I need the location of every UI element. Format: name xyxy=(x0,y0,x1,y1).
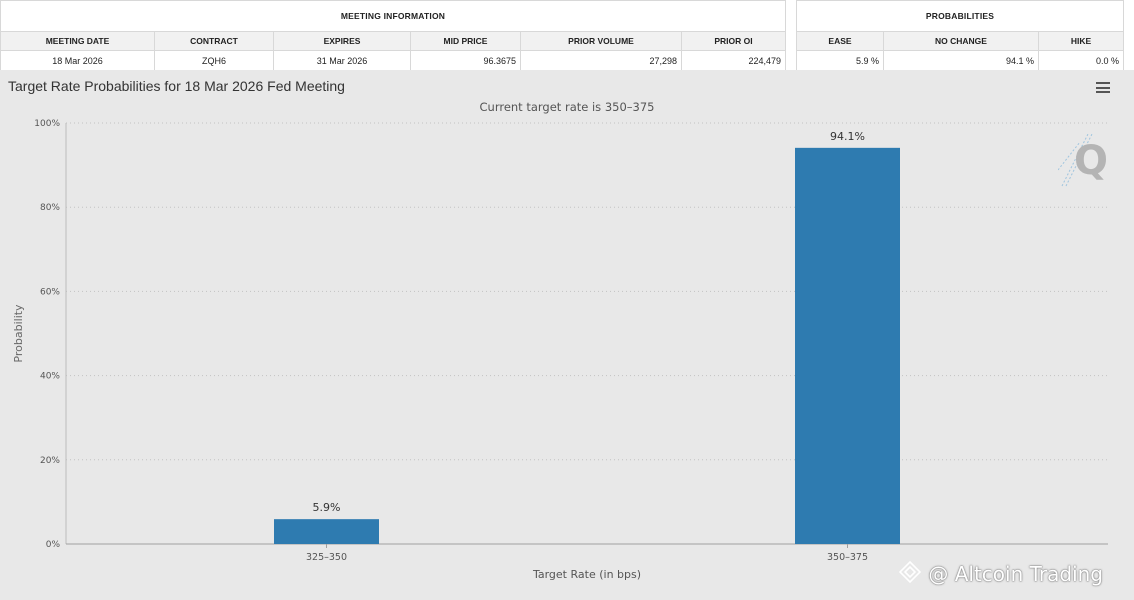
value-hike: 0.0 % xyxy=(1038,50,1124,71)
y-tick-label: 0% xyxy=(46,540,61,550)
value-prior-oi: 224,479 xyxy=(681,50,786,71)
value-mid-price: 96.3675 xyxy=(410,50,521,71)
svg-text:Q: Q xyxy=(1074,138,1108,184)
probabilities-table: PROBABILITIES EASE NO CHANGE HIKE 5.9 % … xyxy=(796,0,1124,71)
y-axis-title: Probability xyxy=(12,304,25,363)
value-ease: 5.9 % xyxy=(796,50,884,71)
meeting-information-table: MEETING INFORMATION MEETING DATE CONTRAC… xyxy=(0,0,786,71)
bar-325-350 xyxy=(274,519,379,544)
q-logo-icon: Q xyxy=(1058,133,1108,187)
value-expires: 31 Mar 2026 xyxy=(273,50,411,71)
y-tick-label: 40% xyxy=(40,372,60,382)
hamburger-menu-icon[interactable] xyxy=(1096,82,1110,93)
data-label: 94.1% xyxy=(830,130,865,143)
header-contract: CONTRACT xyxy=(154,31,274,51)
probabilities-title: PROBABILITIES xyxy=(796,0,1124,32)
header-prior-volume: PRIOR VOLUME xyxy=(520,31,682,51)
header-meeting-date: MEETING DATE xyxy=(0,31,155,51)
bar-350-375 xyxy=(795,147,900,544)
data-label: 5.9% xyxy=(313,501,341,514)
watermark-text: @ Altcoin Trading xyxy=(928,562,1103,586)
header-prior-oi: PRIOR OI xyxy=(681,31,786,51)
y-tick-label: 60% xyxy=(40,287,60,297)
y-tick-label: 100% xyxy=(34,119,60,129)
value-meeting-date: 18 Mar 2026 xyxy=(0,50,155,71)
chart-subtitle: Current target rate is 350–375 xyxy=(479,100,655,114)
header-ease: EASE xyxy=(796,31,884,51)
header-expires: EXPIRES xyxy=(273,31,411,51)
y-tick-label: 80% xyxy=(40,203,60,213)
bar-chart: 0% 20% 40% 60% 80% 100% 5.9% 325–350 94.1% 350–37… xyxy=(12,119,1108,581)
header-mid-price: MID PRICE xyxy=(410,31,521,51)
value-prior-volume: 27,298 xyxy=(520,50,682,71)
header-no-change: NO CHANGE xyxy=(883,31,1039,51)
altcoin-trading-watermark: @ Altcoin Trading xyxy=(898,560,1103,586)
chart-panel: 0% 20% 40% 60% 80% 100% 5.9% 325–350 94.1% 350–37… xyxy=(0,70,1134,600)
binance-diamond-icon xyxy=(898,560,922,584)
header-hike: HIKE xyxy=(1038,31,1124,51)
x-tick-label: 350–375 xyxy=(827,552,868,563)
y-tick-label: 20% xyxy=(40,456,60,466)
x-axis-title: Target Rate (in bps) xyxy=(532,568,641,581)
meeting-information-title: MEETING INFORMATION xyxy=(0,0,786,32)
value-no-change: 94.1 % xyxy=(883,50,1039,71)
value-contract: ZQH6 xyxy=(154,50,274,71)
x-tick-label: 325–350 xyxy=(306,552,347,563)
chart-title: Target Rate Probabilities for 18 Mar 202… xyxy=(8,78,345,94)
